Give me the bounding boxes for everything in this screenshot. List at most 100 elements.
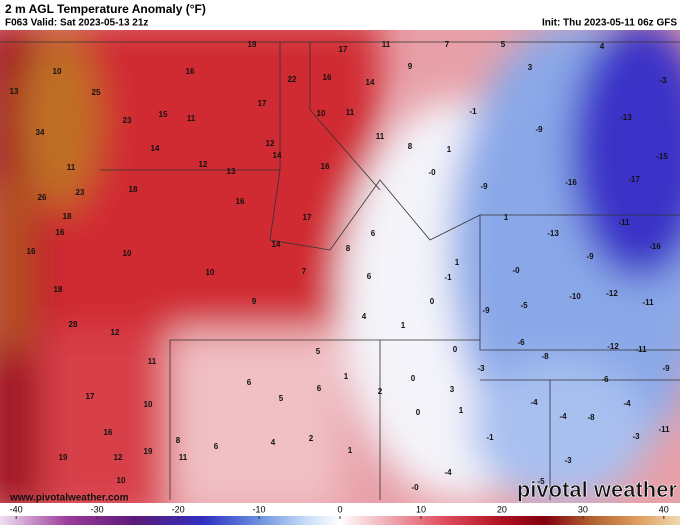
map-value-label: 16 <box>323 73 332 82</box>
map-value-label: 22 <box>288 75 297 84</box>
colorbar <box>0 516 680 525</box>
map-value-label: 6 <box>247 378 252 387</box>
map-value-label: 2 <box>378 387 383 396</box>
map-value-label: 11 <box>187 114 196 123</box>
map-value-label: 26 <box>38 193 47 202</box>
map-value-label: 19 <box>248 40 257 49</box>
map-value-label: 11 <box>346 108 355 117</box>
map-value-label: -16 <box>565 178 577 187</box>
map-value-label: 23 <box>123 116 132 125</box>
map-value-label: 34 <box>36 128 45 137</box>
map-value-label: 18 <box>54 285 63 294</box>
map-value-label: 4 <box>362 312 367 321</box>
colorbar-labels-bg <box>0 503 680 516</box>
colorbar-tick-label: -10 <box>253 504 266 514</box>
map-value-label: 0 <box>411 374 416 383</box>
map-value-label: 4 <box>600 42 605 51</box>
map-value-label: 10 <box>53 67 62 76</box>
map-value-label: 12 <box>111 328 120 337</box>
colorbar-tick-label: -30 <box>91 504 104 514</box>
map-value-label: 5 <box>501 40 506 49</box>
map-value-label: -9 <box>535 125 543 134</box>
map-value-label: -11 <box>658 425 670 434</box>
map-value-label: -3 <box>477 364 485 373</box>
map-value-label: -3 <box>564 456 572 465</box>
map-value-label: 10 <box>206 268 215 277</box>
map-value-label: -8 <box>587 413 595 422</box>
map-value-label: 14 <box>151 144 160 153</box>
map-value-label: -4 <box>530 398 538 407</box>
map-value-label: -0 <box>512 266 520 275</box>
map-value-label: 8 <box>176 436 181 445</box>
map-value-label: 25 <box>92 88 101 97</box>
map-value-label: 16 <box>186 67 195 76</box>
map-value-label: 23 <box>76 188 85 197</box>
map-value-label: 17 <box>258 99 267 108</box>
map-value-label: -0 <box>428 168 436 177</box>
map-value-label: 5 <box>316 347 321 356</box>
map-value-label: 15 <box>159 110 168 119</box>
map-value-label: 10 <box>123 249 132 258</box>
colorbar-tick-label: 40 <box>659 504 669 514</box>
map-value-label: 3 <box>528 63 533 72</box>
map-value-label: -15 <box>656 152 668 161</box>
map-value-label: 6 <box>371 229 376 238</box>
map-value-label: 19 <box>59 453 68 462</box>
map-value-label: -11 <box>618 218 630 227</box>
map-value-label: -10 <box>569 292 581 301</box>
map-value-label: -5 <box>520 301 528 310</box>
map-value-label: -6 <box>601 375 609 384</box>
map-value-label: -8 <box>541 352 549 361</box>
map-value-label: 16 <box>27 247 36 256</box>
map-value-label: 14 <box>366 78 375 87</box>
map-value-label: -9 <box>480 182 488 191</box>
colorbar-tick-label: -20 <box>172 504 185 514</box>
colorbar-ticks: -40 -30 -20 -10 0 10 20 30 40 <box>10 504 669 519</box>
map-value-label: -4 <box>444 468 452 477</box>
map-value-label: -12 <box>606 289 618 298</box>
map-value-label: 8 <box>408 142 413 151</box>
header-bar <box>0 0 680 30</box>
map-value-label: 1 <box>447 145 452 154</box>
map-value-label: 1 <box>401 321 406 330</box>
map-value-label: -13 <box>547 229 559 238</box>
map-value-label: 14 <box>272 240 281 249</box>
map-value-label: -1 <box>469 107 477 116</box>
map-value-label: 16 <box>236 197 245 206</box>
map-value-label: 14 <box>273 151 282 160</box>
colorbar-tick-label: 10 <box>416 504 426 514</box>
map-value-label: 11 <box>67 163 76 172</box>
watermark: www.pivotalweather.com <box>9 493 129 504</box>
map-value-label: 10 <box>317 109 326 118</box>
map-value-label: 10 <box>117 476 126 485</box>
map-value-label: 7 <box>445 40 450 49</box>
map-value-label: -3 <box>632 432 640 441</box>
map-value-label: 9 <box>252 297 257 306</box>
map-value-label: 5 <box>279 394 284 403</box>
map <box>0 20 680 520</box>
map-value-label: 7 <box>302 267 307 276</box>
map-value-label: 10 <box>144 400 153 409</box>
map-value-label: -1 <box>486 433 494 442</box>
map-value-label: 1 <box>459 406 464 415</box>
map-value-label: 12 <box>199 160 208 169</box>
map-value-label: -1 <box>444 273 452 282</box>
colorbar-tick-label: -40 <box>10 504 23 514</box>
map-value-label: 1 <box>344 372 349 381</box>
map-value-label: -11 <box>635 345 647 354</box>
map-value-label: 6 <box>317 384 322 393</box>
map-value-label: 17 <box>339 45 348 54</box>
map-value-label: -12 <box>607 342 619 351</box>
map-value-label: 0 <box>430 297 435 306</box>
map-value-label: 12 <box>114 453 123 462</box>
map-value-label: 13 <box>10 87 19 96</box>
map-value-label: 18 <box>63 212 72 221</box>
map-value-label: -3 <box>659 76 667 85</box>
map-value-label: -6 <box>517 338 525 347</box>
map-value-label: 17 <box>86 392 95 401</box>
map-value-label: 11 <box>376 132 385 141</box>
map-value-label: 2 <box>309 434 314 443</box>
map-value-label: 16 <box>56 228 65 237</box>
